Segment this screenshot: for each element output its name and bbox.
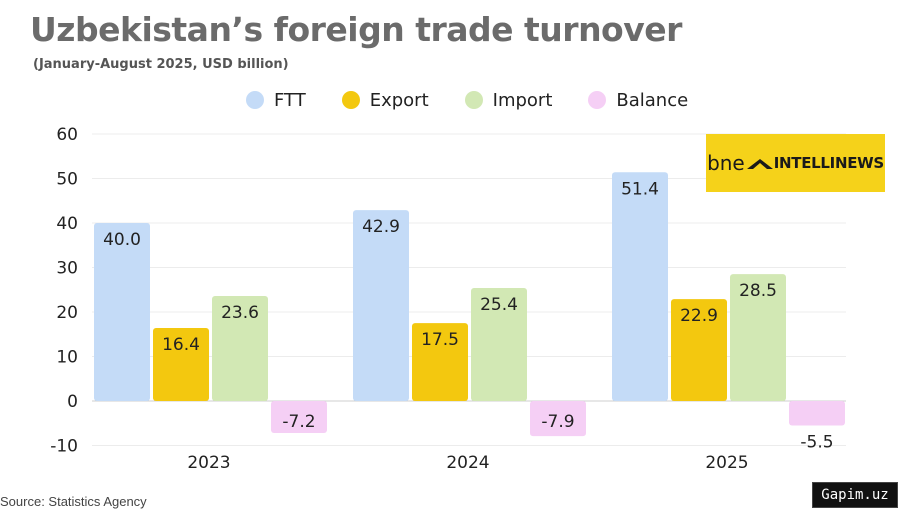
value-label: 22.9 (680, 306, 718, 326)
y-tick-label: 50 (56, 170, 78, 190)
bar-ftt-2023 (94, 223, 150, 401)
legend-swatch-ftt (246, 91, 264, 109)
value-label: 25.4 (480, 295, 518, 315)
legend-label-ftt: FTT (274, 89, 306, 111)
bar-chart: -10 0 10 20 30 40 50 60 40.0 16.4 23.6 -7.2 2023 42.9… (50, 125, 846, 473)
brand-name: INTELLINEWS (773, 154, 884, 172)
legend-item-balance: Balance (588, 90, 688, 111)
bar-import-2023 (212, 295, 268, 401)
x-category-label: 2023 (187, 453, 230, 473)
value-label: 16.4 (162, 335, 200, 355)
legend-swatch-export (341, 91, 360, 109)
value-label: 17.5 (421, 330, 459, 350)
value-label: 28.5 (739, 281, 777, 301)
y-tick-label: 60 (56, 125, 78, 145)
bar-export-2024 (412, 323, 468, 401)
legend-item-ftt: FTT (246, 90, 306, 111)
brand-logo[interactable]: bne INTELLINEWS (706, 134, 885, 192)
value-label: -7.9 (541, 412, 574, 432)
bar-import-2025 (730, 274, 786, 401)
y-tick-label: 40 (56, 214, 78, 234)
bar-balance-2023 (271, 401, 327, 434)
bar-balance-2025 (789, 401, 845, 426)
bar-ftt-2024 (353, 210, 409, 401)
bar-import-2024 (471, 287, 527, 401)
legend-label-balance: Balance (616, 89, 689, 111)
value-label: -7.2 (282, 412, 315, 432)
bar-balance-2024 (530, 401, 586, 437)
brand-mountain-icon (746, 159, 773, 169)
bar-export-2025 (671, 299, 727, 401)
legend-swatch-import (464, 91, 483, 109)
legend-swatch-balance (588, 91, 607, 109)
y-tick-label: 30 (56, 259, 78, 279)
chart-subtitle: (January-August 2025, USD billion) (33, 57, 289, 72)
y-tick-label: 20 (56, 303, 78, 323)
legend-label-export: Export (369, 89, 429, 111)
y-tick-label: 10 (56, 348, 78, 368)
legend-item-import: Import (464, 89, 553, 111)
bar-export-2023 (153, 328, 209, 401)
legend-label-import: Import (492, 89, 553, 111)
x-category-label: 2025 (705, 453, 748, 473)
brand-prefix: bne (707, 151, 745, 175)
y-tick-label: 0 (67, 392, 78, 412)
value-label: 42.9 (362, 217, 400, 237)
source-note: Source: Statistics Agency (0, 494, 147, 509)
value-label: 23.6 (221, 303, 259, 323)
value-label: -5.5 (800, 432, 833, 452)
bar-ftt-2025 (612, 172, 668, 401)
y-tick-label: -10 (50, 437, 78, 457)
value-label: 40.0 (103, 230, 141, 250)
chart-title: Uzbekistan’s foreign trade turnover (30, 10, 682, 49)
legend: FTT Export Import Balance (246, 88, 724, 112)
x-category-label: 2024 (446, 453, 489, 473)
watermark: Gapim.uz (812, 482, 898, 508)
value-label: 51.4 (621, 179, 659, 199)
legend-item-export: Export (341, 89, 429, 111)
